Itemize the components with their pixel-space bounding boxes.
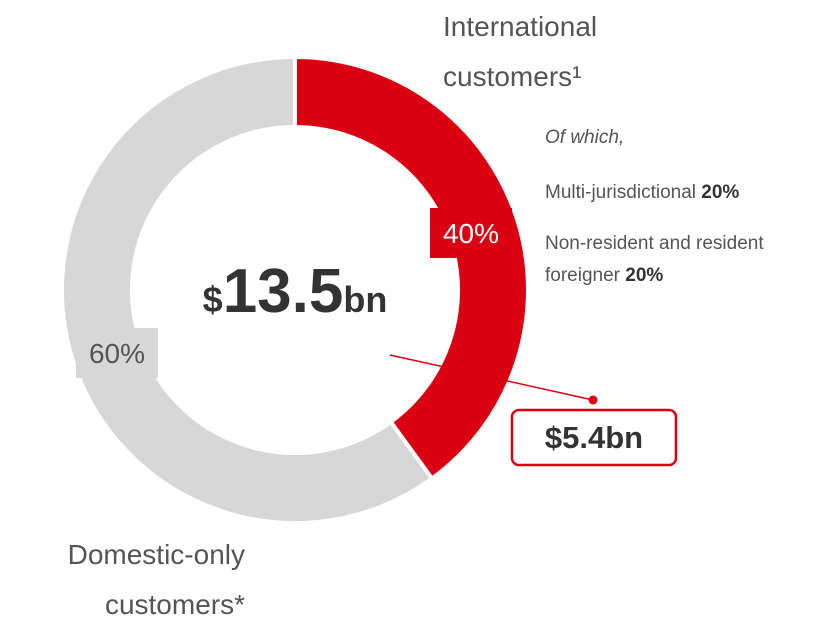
breakdown-value: 20% xyxy=(625,265,664,286)
breakdown-label: Non-resident and resident foreigner xyxy=(545,233,764,286)
center-label: $13.5bn xyxy=(203,257,388,326)
callout-box xyxy=(510,408,678,467)
value-label: 40% xyxy=(443,218,499,249)
callout-dot xyxy=(588,395,598,405)
value-label-bg xyxy=(430,208,512,258)
breakdown-label: Multi-jurisdictional xyxy=(545,182,696,203)
breakdown-item: Non-resident and resident foreigner 20% xyxy=(545,228,785,292)
breakdown-title: Of which, xyxy=(545,127,625,148)
breakdown-item: Multi-jurisdictional 20% xyxy=(545,177,785,209)
category-label: International customers¹ xyxy=(443,11,598,92)
value-label-bg xyxy=(76,328,158,378)
category-label: Domestic-only customers* xyxy=(67,539,245,620)
breakdown-value: 20% xyxy=(701,182,740,203)
callout-line xyxy=(389,354,594,401)
callout-label: $5.4bn xyxy=(545,420,643,455)
value-label: 60% xyxy=(89,338,145,369)
donut-segment xyxy=(60,54,435,525)
